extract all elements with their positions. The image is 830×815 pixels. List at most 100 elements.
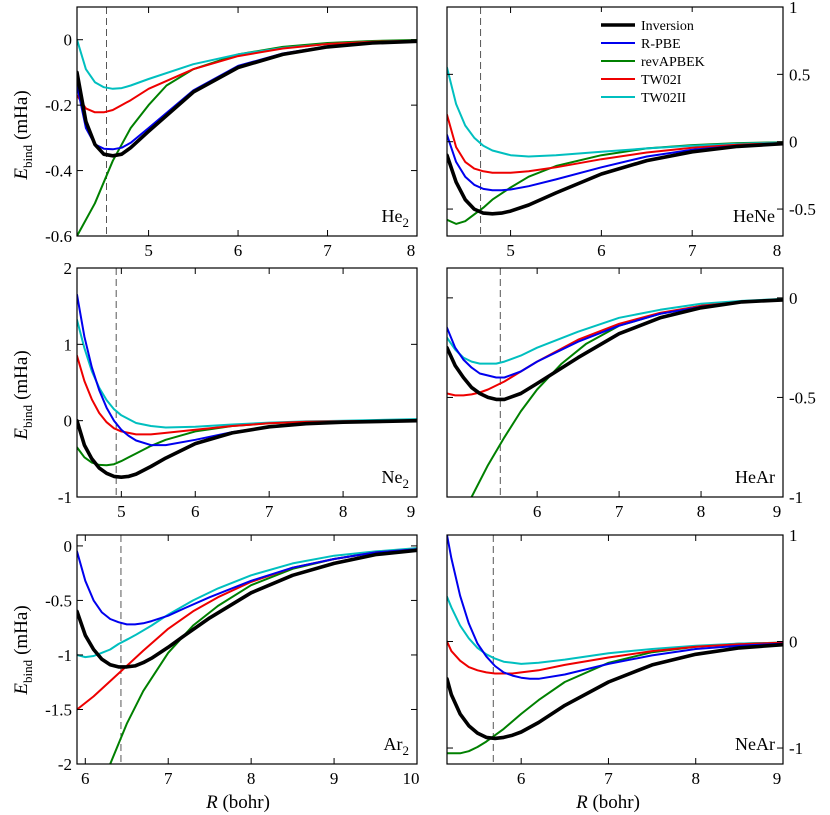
x-tick-label: 5	[144, 241, 153, 260]
series-line-r-pbe	[447, 298, 783, 379]
series-line-inversion	[447, 141, 783, 216]
panel-hene: 5 6 7 8 -0.5 0 0.5 1 HeNe	[446, 0, 816, 260]
series-line-tw02i	[77, 39, 417, 114]
y-tick-label: -0.4	[45, 162, 72, 181]
plot-frame	[446, 267, 784, 498]
series-line-tw02i	[447, 640, 783, 675]
y-tick-label: -0.5	[789, 200, 816, 219]
x-tick-label: 6	[517, 769, 526, 788]
x-tick-label: 8	[773, 241, 782, 260]
x-tick-label: 6	[234, 241, 243, 260]
x-tick-label: 9	[407, 502, 416, 521]
legend-label-r-pbe: R-PBE	[641, 37, 681, 52]
x-tick-label: 7	[604, 769, 613, 788]
series-line-revapbek	[77, 419, 417, 467]
legend: Inversion R-PBE revAPBEK TW02I TW02II	[595, 12, 765, 108]
plot-frame	[446, 534, 784, 765]
x-tick-label: 8	[339, 502, 348, 521]
series-line-tw02i	[447, 298, 783, 397]
y-axis-label-row1: Ebind(mHa)	[11, 90, 35, 180]
y-tick-label: -0.5	[45, 591, 72, 610]
x-tick-label: 9	[773, 769, 782, 788]
y-tick-label: 2	[64, 259, 73, 278]
series-line-inversion	[77, 39, 417, 158]
y-tick-label: 0	[64, 537, 73, 556]
y-tick-label: -0.5	[789, 388, 816, 407]
series-line-inversion	[447, 642, 783, 741]
panel-he2: 5 6 7 8 -0.6 -0.4 -0.2 0 He2	[45, 6, 418, 260]
series-line-inversion	[77, 418, 417, 479]
y-tick-label: 0	[789, 633, 798, 652]
panel-label: HeAr	[735, 467, 775, 487]
y-axis-label-row3: Ebind(mHa)	[11, 605, 35, 695]
plot-frame	[76, 267, 418, 498]
y-tick-label: 1	[789, 526, 798, 545]
panel-hear: 6 7 8 9 -1 -0.5 0 HeAr	[446, 267, 816, 521]
series-line-tw02ii	[77, 547, 417, 659]
series-line-tw02i	[77, 354, 417, 436]
y-tick-label: 0	[789, 133, 798, 152]
series-line-tw02i	[447, 113, 783, 174]
x-tick-label: 7	[323, 241, 332, 260]
y-tick-label: 1	[64, 335, 73, 354]
plot-frame	[76, 534, 418, 765]
x-tick-label: 6	[533, 502, 542, 521]
plot-frame	[76, 6, 418, 237]
x-tick-label: 6	[191, 502, 200, 521]
y-tick-label: 0	[789, 289, 798, 308]
y-tick-label: -1.5	[45, 700, 72, 719]
x-tick-label: 8	[407, 241, 416, 260]
x-axis-label-right: R (bohr)	[575, 792, 640, 813]
y-tick-label: 0	[64, 412, 73, 431]
panel-label: He2	[382, 206, 410, 230]
series-line-revapbek	[77, 39, 417, 236]
x-axis-label-left: R (bohr)	[205, 792, 270, 813]
x-tick-label: 8	[247, 769, 256, 788]
x-tick-label: 7	[164, 769, 173, 788]
x-tick-label: 9	[330, 769, 339, 788]
panel-label: Ar2	[384, 734, 410, 758]
x-tick-label: 7	[265, 502, 274, 521]
y-tick-label: -1	[789, 739, 803, 758]
series-line-tw02i	[77, 548, 417, 711]
series-line-r-pbe	[447, 535, 783, 680]
series-line-r-pbe	[447, 134, 783, 192]
x-tick-label: 7	[615, 502, 624, 521]
x-tick-label: 9	[773, 502, 782, 521]
x-tick-label: 10	[403, 769, 420, 788]
svg-text:Ebind(mHa): Ebind(mHa)	[11, 605, 35, 695]
legend-label-inversion: Inversion	[641, 19, 694, 34]
legend-label-revapbek: revAPBEK	[641, 55, 705, 70]
x-tick-label: 6	[81, 769, 90, 788]
panel-ar2: 6 7 8 9 10 -2 -1.5 -1 -0.5 0 Ar2	[45, 534, 420, 788]
svg-text:Ebind(mHa): Ebind(mHa)	[11, 350, 35, 440]
series-line-r-pbe	[77, 548, 417, 626]
legend-label-tw02ii: TW02II	[641, 91, 686, 106]
y-tick-label: 1	[789, 0, 798, 17]
svg-text:Ebind(mHa): Ebind(mHa)	[11, 90, 35, 180]
series-line-inversion	[447, 298, 783, 402]
y-tick-label: -0.2	[45, 96, 72, 115]
x-tick-label: 5	[117, 502, 126, 521]
x-tick-label: 8	[691, 769, 700, 788]
series-line-tw02ii	[447, 297, 783, 365]
y-tick-label: -2	[58, 755, 72, 774]
y-axis-label-row2: Ebind(mHa)	[11, 350, 35, 440]
y-tick-label: -0.6	[45, 227, 72, 246]
x-tick-label: 7	[688, 241, 697, 260]
y-tick-label: 0.5	[789, 65, 810, 84]
y-tick-label: -1	[58, 646, 72, 665]
series-line-tw02ii	[447, 66, 783, 158]
panel-label: Ne2	[382, 467, 410, 491]
x-tick-label: 5	[506, 241, 515, 260]
plot-frame	[446, 6, 784, 237]
y-tick-label: -1	[58, 488, 72, 507]
y-tick-label: 0	[64, 31, 73, 50]
panel-near: 6 7 8 9 -1 0 1 NeAr	[446, 526, 803, 788]
series-line-inversion	[77, 548, 417, 669]
x-tick-label: 8	[697, 502, 706, 521]
legend-label-tw02i: TW02I	[641, 73, 682, 88]
panel-ne2: 5 6 7 8 9 -1 0 1 2 Ne2	[58, 259, 418, 521]
panel-label: NeAr	[735, 734, 775, 754]
